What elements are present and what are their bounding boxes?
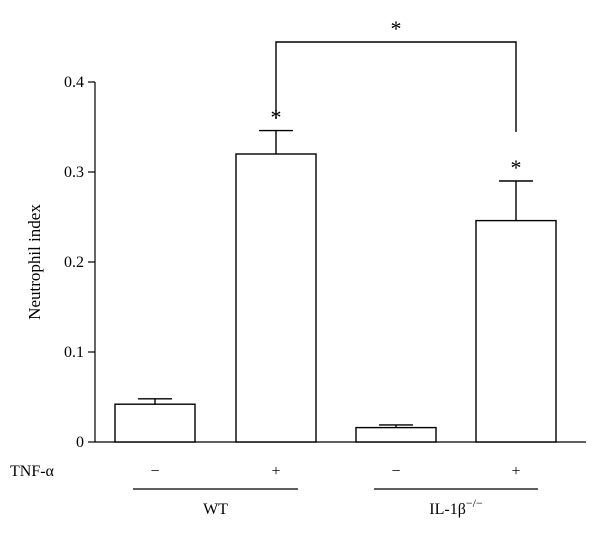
bars — [114, 129, 557, 443]
y-tick-label: 0.4 — [64, 74, 84, 91]
bar — [475, 219, 557, 443]
treatment-value: − — [150, 463, 159, 480]
bar — [114, 403, 196, 443]
bar — [235, 153, 317, 443]
bar — [355, 426, 437, 443]
y-tick-label: 0.1 — [64, 344, 84, 361]
group-label: IL-1β−/− — [429, 496, 483, 518]
comparison-bracket — [275, 41, 517, 132]
treatment-value: + — [511, 463, 520, 480]
annotations: *** — [271, 16, 522, 180]
comparison-marker: * — [391, 16, 402, 41]
treatment-value: + — [271, 463, 280, 480]
significance-marker: * — [511, 155, 522, 180]
y-tick-label: 0.2 — [64, 254, 84, 271]
y-tick-label: 0.3 — [64, 164, 84, 181]
y-tick-label: 0 — [76, 434, 84, 451]
treatment-label: TNF-α — [10, 463, 55, 480]
group-label: WT — [203, 501, 228, 518]
y-axis-label: Neutrophil index — [25, 204, 44, 320]
treatment-value: − — [391, 463, 400, 480]
group-labels: − + − + WT IL-1β−/− — [133, 463, 538, 518]
